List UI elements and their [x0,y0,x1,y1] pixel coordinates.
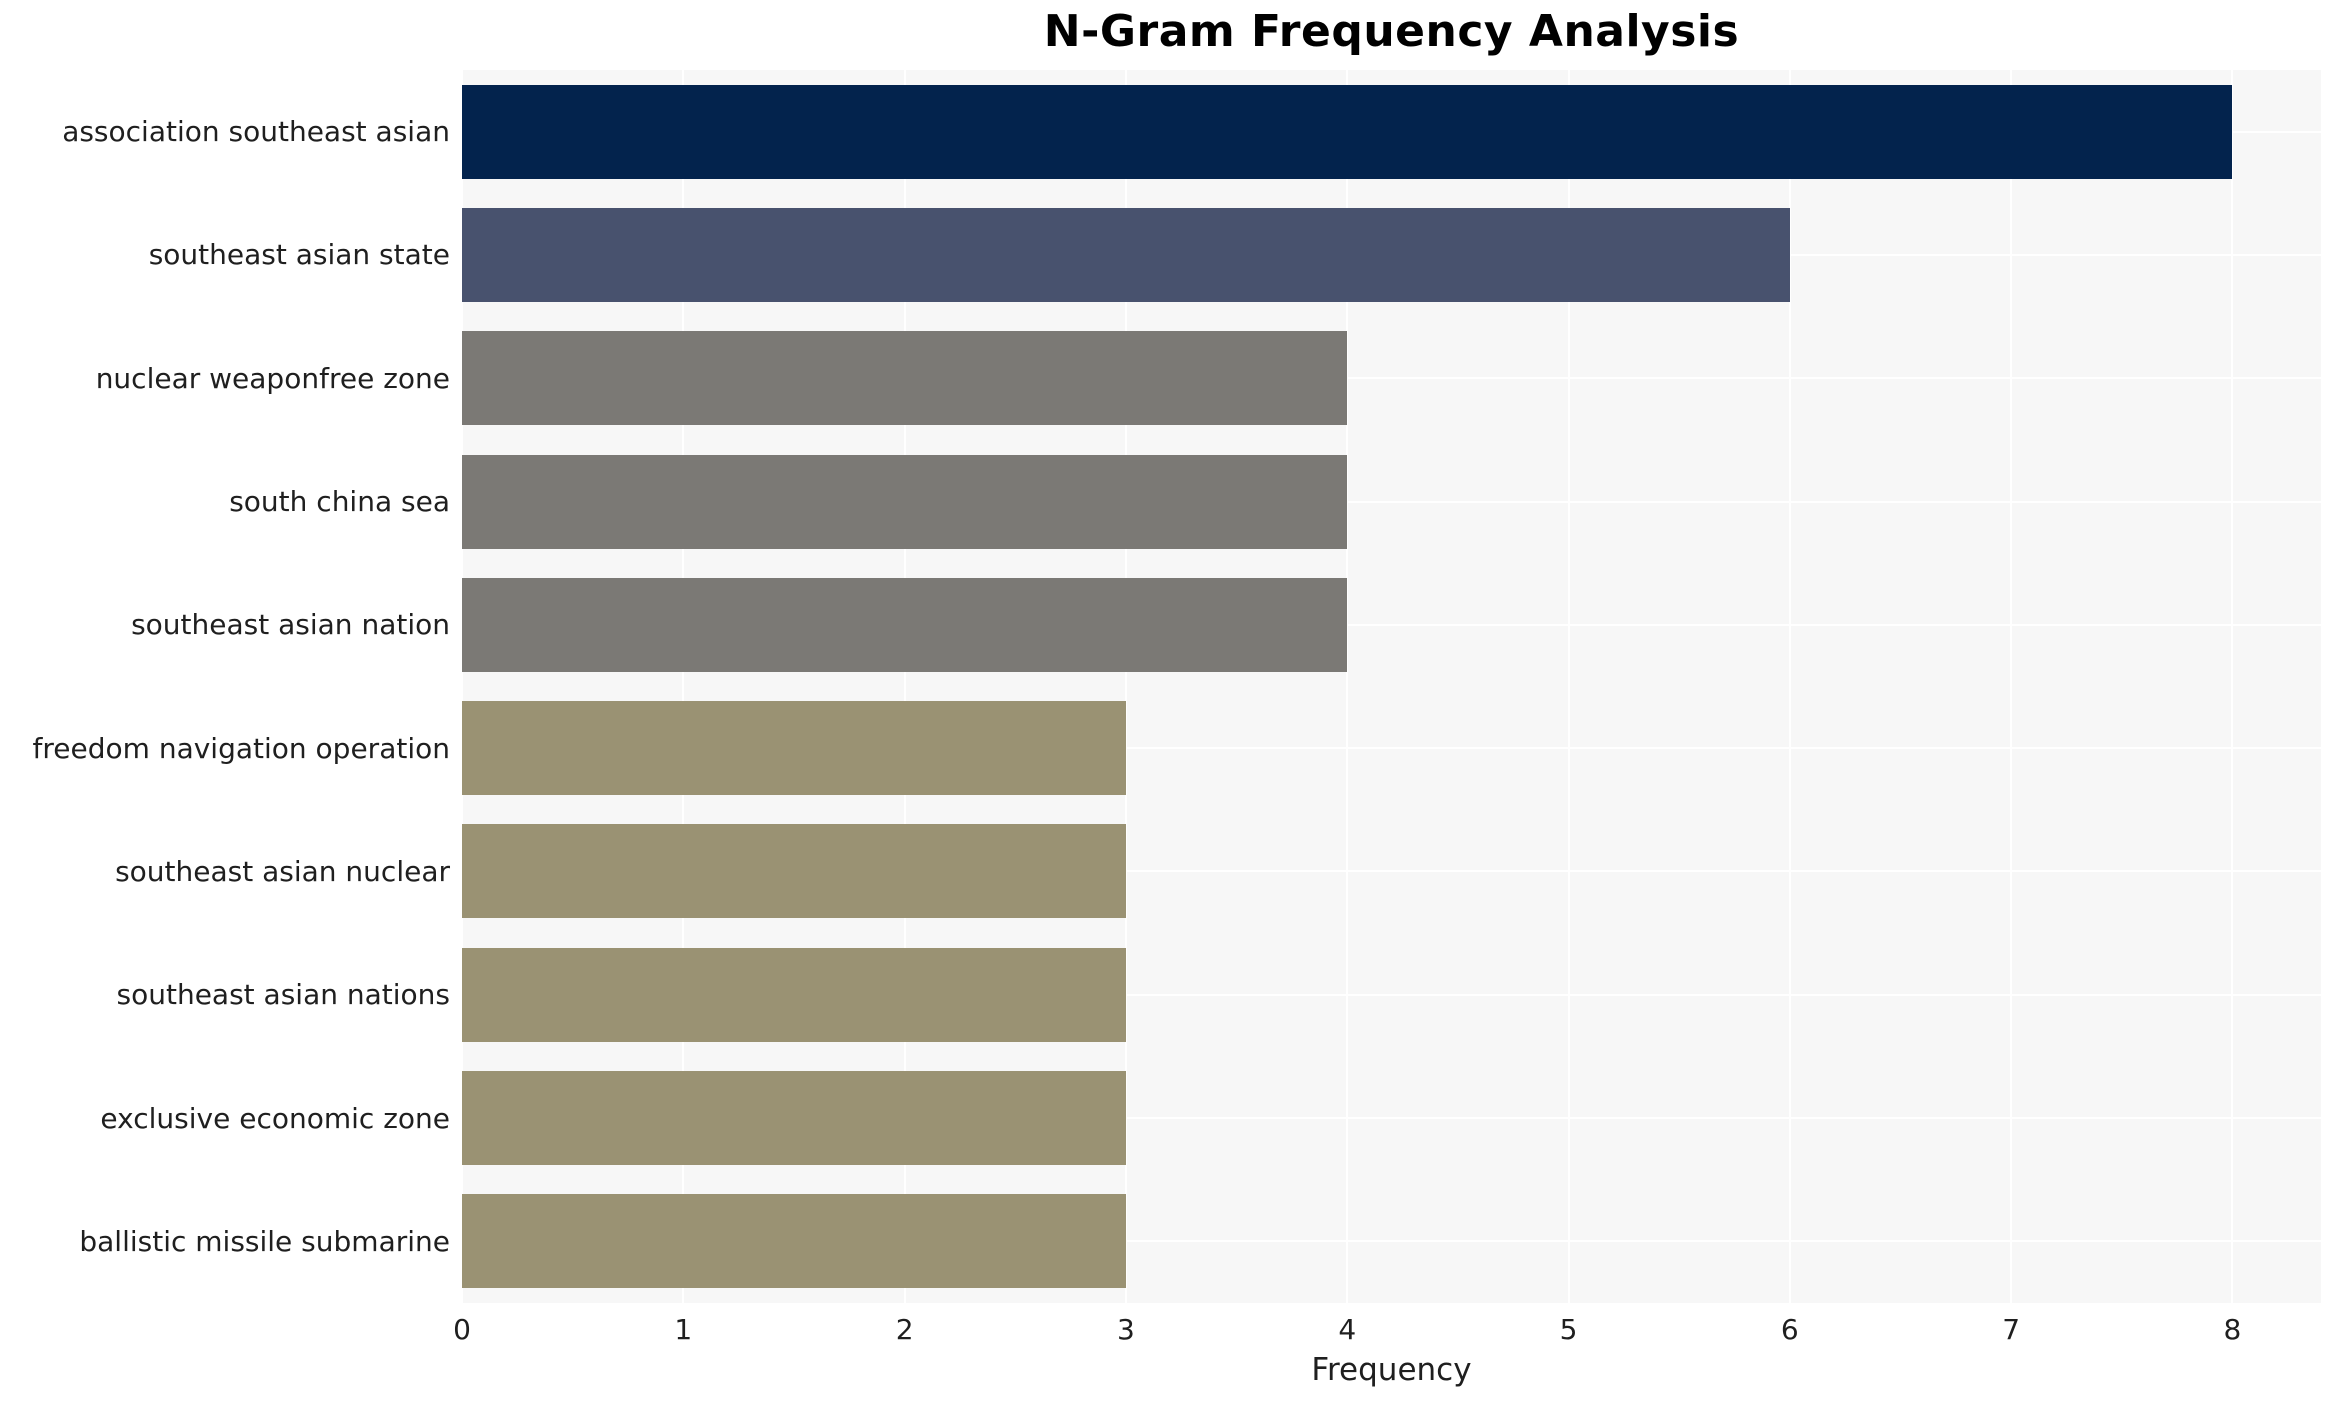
y-tick-label: southeast asian nations [116,978,451,1012]
y-tick-label: nuclear weaponfree zone [95,361,450,395]
plot-area [461,70,2321,1303]
x-tick-label: 2 [895,1313,914,1346]
vertical-gridline [1346,70,1349,1303]
bar [462,331,1348,426]
horizontal-gridline [462,1117,2321,1120]
x-tick-label: 3 [1117,1313,1135,1346]
vertical-gridline [1567,70,1570,1303]
bar [462,947,1126,1042]
y-axis-labels: association southeast asian southeast asi… [0,70,450,1303]
x-tick-label: 7 [2002,1313,2021,1346]
y-tick-label: freedom navigation operation [32,731,450,765]
bar [462,1071,1126,1166]
bar [462,577,1348,672]
x-tick-label: 1 [674,1313,693,1346]
vertical-gridline [2231,70,2234,1303]
vertical-gridline [682,70,685,1303]
horizontal-gridline [462,993,2321,996]
horizontal-gridline [462,747,2321,750]
x-tick-label: 8 [2223,1313,2242,1346]
x-tick-label: 0 [453,1313,471,1346]
x-tick-label: 6 [1780,1313,1799,1346]
bar [462,454,1348,549]
y-tick-label: southeast asian state [148,238,450,272]
x-axis-title: Frequency [1311,1352,1472,1388]
y-tick-label: association southeast asian [62,115,450,149]
horizontal-gridline [462,623,2321,626]
horizontal-gridline [462,377,2321,380]
y-tick-label: exclusive economic zone [100,1101,450,1135]
vertical-gridline [1124,70,1127,1303]
x-tick-label: 4 [1338,1313,1357,1346]
vertical-gridline [2010,70,2013,1303]
vertical-gridline [903,70,906,1303]
bar [462,84,2233,179]
x-tick-label: 5 [1559,1313,1578,1346]
horizontal-gridline [462,1240,2321,1243]
y-tick-label: ballistic missile submarine [79,1224,450,1258]
chart-title: N-Gram Frequency Analysis [1043,6,1740,57]
bar [462,701,1126,796]
vertical-gridline [461,70,463,1303]
y-tick-label: southeast asian nuclear [115,854,450,888]
x-axis-ticks: 0 1 2 3 4 5 6 7 8 [453,1313,2321,1353]
bar [462,1194,1126,1289]
bar [462,824,1126,919]
horizontal-gridline [462,500,2321,503]
y-tick-label: southeast asian nation [131,608,450,642]
y-tick-label: south china sea [229,485,450,519]
horizontal-gridline [462,870,2321,873]
vertical-gridline [1788,70,1791,1303]
bar [462,207,1790,302]
